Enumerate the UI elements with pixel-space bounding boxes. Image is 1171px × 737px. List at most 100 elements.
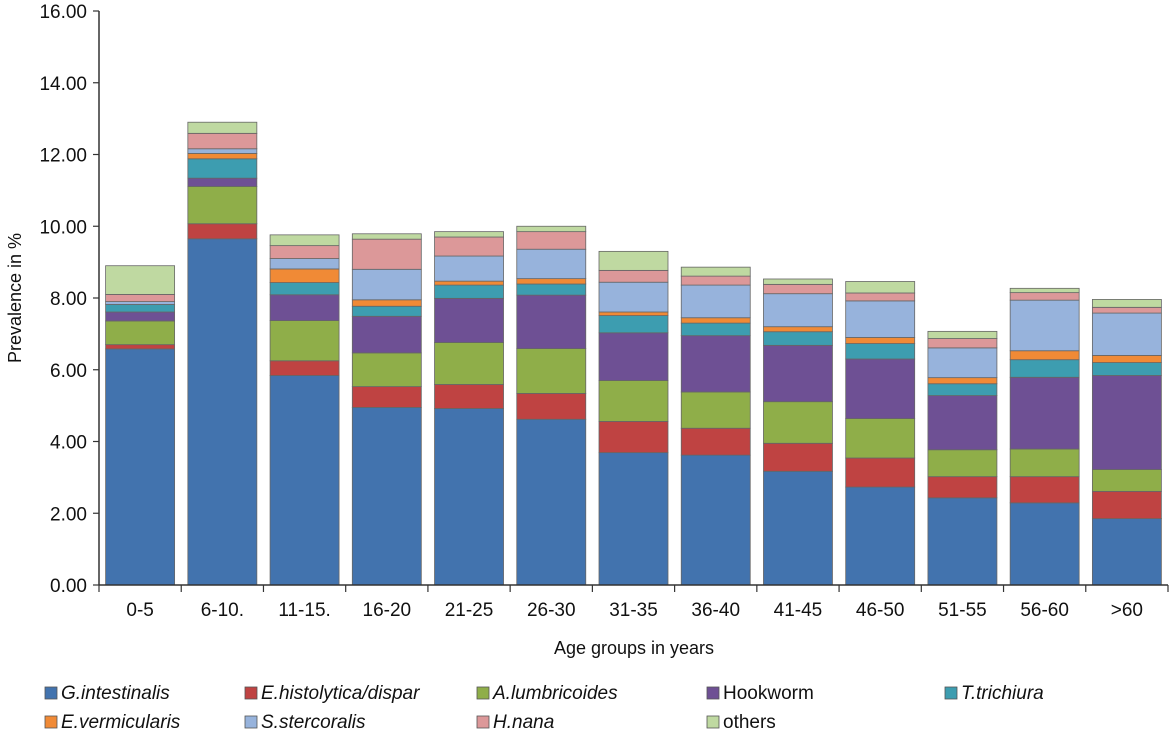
bar-segment-h-nana-3135: [598, 269, 669, 283]
bar-segment-h-nana-60: [1091, 306, 1162, 314]
bar-segment-a-lumbricoides-60: [1091, 469, 1162, 492]
bar-segment-s-stercoralis-1115: [269, 258, 340, 270]
bar-segment-hookworm-3640: [680, 335, 751, 393]
bar-segment-e-histolytica-dispar-2630: [516, 393, 587, 420]
bar-segment-g-intestinalis-5155: [927, 497, 998, 586]
bar-segment-t-trichiura-05: [105, 304, 176, 313]
legend-label-hookworm: Hookworm: [723, 683, 814, 704]
bar-segment-s-stercoralis-5660: [1009, 299, 1080, 352]
bar-segment-hookworm-4650: [845, 358, 916, 419]
x-tick-label: 36-40: [691, 600, 740, 621]
bar-segment-a-lumbricoides-2630: [516, 348, 587, 394]
bar-segment-others-2125: [434, 231, 504, 238]
bar-segment-s-stercoralis-05: [105, 301, 176, 305]
x-tick-label: 51-55: [938, 600, 987, 621]
bar-segment-e-vermicularis-3640: [680, 317, 751, 324]
bar-segment-h-nana-5660: [1009, 292, 1080, 301]
x-tick-label: >60: [1111, 600, 1143, 621]
x-axis-title: Age groups in years: [554, 638, 714, 658]
y-tick-label: 12.00: [39, 146, 87, 167]
bar-segment-h-nana-2630: [516, 231, 587, 250]
bar-segment-others-5660: [1009, 287, 1080, 294]
legend-label-others: others: [723, 712, 776, 733]
y-tick-label: 8.00: [50, 289, 87, 310]
bar-segment-a-lumbricoides-4145: [763, 401, 833, 444]
legend-label-e-histolytica-dispar: E.histolytica/dispar: [261, 683, 420, 704]
legend-label-g-intestinalis: G.intestinalis: [61, 683, 170, 704]
bar-segment-g-intestinalis-60: [1091, 518, 1162, 586]
legend-label-a-lumbricoides: A.lumbricoides: [492, 683, 618, 704]
bar-segment-t-trichiura-3640: [680, 322, 751, 337]
y-tick-group: 0.00 2.00 4.00 6.00 8.00 10.00 12.00 14.00 16.00: [39, 2, 99, 597]
bar-segment-e-vermicularis-4650: [845, 337, 916, 344]
bar-segment-e-vermicularis-5155: [927, 377, 998, 385]
bar-segment-g-intestinalis-5660: [1009, 502, 1080, 586]
bar-segment-e-histolytica-dispar-610: [187, 223, 258, 240]
bar-segment-hookworm-2630: [516, 294, 587, 349]
bar-segment-others-3640: [680, 266, 751, 277]
bar-segment-t-trichiura-1620: [351, 305, 422, 317]
bar-segment-t-trichiura-3135: [598, 315, 669, 334]
bar-segment-h-nana-1115: [269, 245, 340, 259]
x-tick-label: 6-10.: [201, 600, 244, 621]
bar-segment-s-stercoralis-60: [1091, 312, 1162, 356]
bar-segment-h-nana-610: [187, 132, 258, 150]
bar-segment-g-intestinalis-610: [187, 238, 258, 586]
bar-segment-a-lumbricoides-610: [187, 186, 258, 225]
bar-segment-t-trichiura-2125: [434, 284, 504, 299]
bar-segment-g-intestinalis-2630: [516, 418, 587, 586]
bar-segment-t-trichiura-610: [187, 158, 258, 179]
bar-segment-s-stercoralis-4145: [763, 293, 833, 328]
bar-segment-e-histolytica-dispar-60: [1091, 490, 1162, 520]
bar-segment-e-histolytica-dispar-3640: [680, 427, 751, 456]
bar-segment-t-trichiura-5660: [1009, 359, 1080, 378]
bar-segment-g-intestinalis-4145: [763, 470, 833, 586]
bar-segment-hookworm-5155: [927, 395, 998, 451]
bar-segment-h-nana-4650: [845, 292, 916, 302]
bar-segment-a-lumbricoides-05: [105, 320, 176, 346]
bar-segment-s-stercoralis-3640: [680, 284, 751, 319]
bar-segment-a-lumbricoides-3135: [598, 380, 669, 422]
x-tick-label: 46-50: [856, 600, 905, 621]
x-tick-label: 26-30: [527, 600, 576, 621]
bar-segment-hookworm-3135: [598, 332, 669, 381]
bar-segment-t-trichiura-4650: [845, 343, 916, 360]
legend-swatch-g-intestinalis: [44, 686, 58, 700]
legend: G.intestinalis E.histolytica/dispar A.lumb…: [44, 683, 1044, 733]
bar-segment-hookworm-1620: [351, 315, 422, 354]
bar-segment-a-lumbricoides-5155: [927, 449, 998, 478]
bar-segment-e-histolytica-dispar-5660: [1009, 476, 1080, 504]
bar-segment-t-trichiura-2630: [516, 283, 587, 296]
bar-segment-h-nana-5155: [927, 338, 998, 349]
bar-segment-e-vermicularis-5660: [1009, 350, 1080, 361]
bar-segment-e-histolytica-dispar-1115: [269, 360, 340, 376]
legend-swatch-t-trichiura: [944, 686, 958, 700]
bar-segment-a-lumbricoides-2125: [434, 342, 504, 385]
x-tick-label: 41-45: [774, 600, 823, 621]
bar-segment-h-nana-1620: [351, 238, 422, 270]
legend-label-h-nana: H.nana: [493, 712, 554, 733]
bar-segment-e-vermicularis-3135: [598, 311, 669, 316]
x-tick-group: 0-5 6-10. 11-15. 16-20 21-25 26-30 31-35 36-40 4…: [98, 585, 1169, 621]
bar-segment-t-trichiura-4145: [763, 331, 833, 346]
bar-segment-e-histolytica-dispar-05: [105, 344, 176, 350]
bar-segment-hookworm-4145: [763, 344, 833, 403]
bar-segment-others-5155: [927, 330, 998, 339]
bar-segment-e-vermicularis-1620: [351, 299, 422, 307]
bar-segment-s-stercoralis-1620: [351, 268, 422, 301]
y-tick-label: 2.00: [50, 504, 87, 525]
bar-segment-s-stercoralis-5155: [927, 347, 998, 379]
bar-segment-e-histolytica-dispar-4145: [763, 442, 833, 472]
legend-swatch-hookworm: [706, 686, 720, 700]
y-tick-label: 10.00: [39, 217, 87, 238]
bar-segment-h-nana-2125: [434, 236, 504, 257]
bar-segment-a-lumbricoides-3640: [680, 391, 751, 429]
bar-segment-others-3135: [598, 250, 669, 271]
legend-swatch-others: [706, 715, 720, 729]
y-tick-label: 6.00: [50, 361, 87, 382]
legend-label-s-stercoralis: S.stercoralis: [261, 712, 366, 733]
bar-segment-hookworm-1115: [269, 294, 340, 322]
bar-segment-g-intestinalis-1620: [351, 407, 422, 586]
